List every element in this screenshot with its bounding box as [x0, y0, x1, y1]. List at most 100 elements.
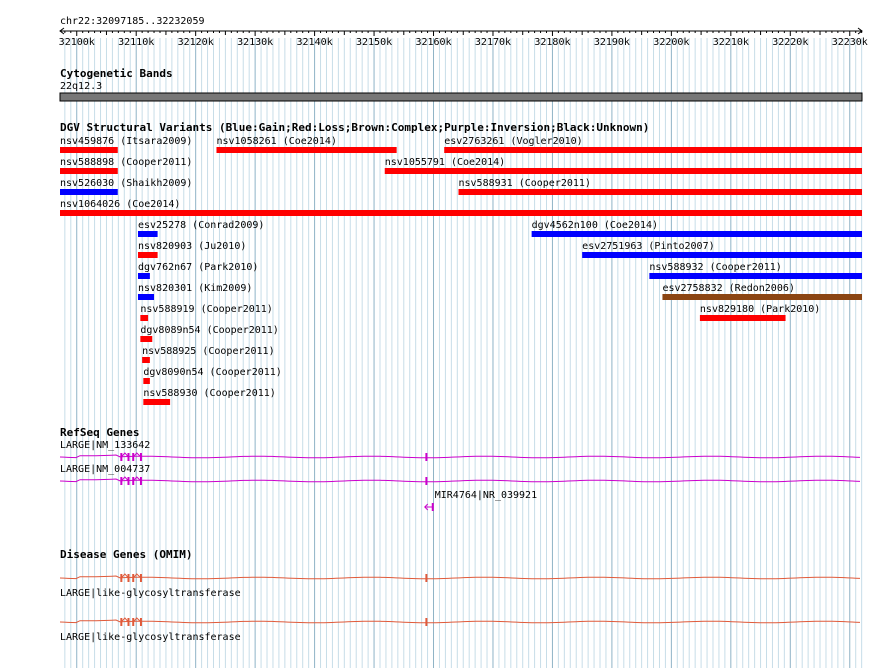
dgv-track-title: DGV Structural Variants (Blue:Gain;Red:L…: [60, 121, 649, 134]
dgv-variant-bar: [137, 294, 155, 300]
dgv-variant[interactable]: dgv8089n54 (Cooper2011): [140, 325, 279, 342]
omim-gene-exon: [120, 618, 123, 626]
dgv-variant-label: nsv820301 (Kim2009): [138, 283, 252, 294]
dgv-variant-label: dgv4562n100 (Coe2014): [532, 220, 658, 231]
dgv-variant-bar: [140, 336, 153, 342]
omim-gene-intron: [59, 575, 861, 580]
omim-gene-exon: [132, 618, 135, 626]
position-ruler: chr22:32097185..32232059 32100k 32110k 321…: [59, 16, 868, 48]
refseq-gene-label: LARGE|NM_004737: [60, 464, 150, 475]
refseq-track-title: RefSeq Genes: [60, 426, 139, 439]
refseq-track: RefSeq Genes LARGE|NM_133642 LARGE|NM_004…: [59, 426, 861, 511]
dgv-variant[interactable]: nsv588930 (Cooper2011): [143, 388, 276, 405]
dgv-variant-label: dgv8089n54 (Cooper2011): [140, 325, 278, 336]
omim-gene-label: LARGE|like-glycosyltransferase: [60, 632, 241, 643]
cytoband-bar[interactable]: [59, 92, 863, 102]
dgv-variant[interactable]: dgv4562n100 (Coe2014): [531, 220, 862, 237]
omim-gene-hat: [132, 617, 142, 623]
refseq-gene-hat: [132, 476, 142, 482]
omim-gene[interactable]: LARGE|like-glycosyltransferase: [59, 573, 861, 599]
dgv-variant-label: nsv588931 (Cooper2011): [458, 178, 590, 189]
dgv-variant-label: dgv8090n54 (Cooper2011): [143, 367, 281, 378]
dgv-variant-bar: [699, 315, 786, 321]
dgv-variant[interactable]: dgv8090n54 (Cooper2011): [143, 367, 282, 384]
dgv-variant[interactable]: nsv459876 (Itsara2009): [60, 136, 192, 153]
dgv-variant-label: esv2751963 (Pinto2007): [582, 241, 714, 252]
dgv-variant[interactable]: nsv588925 (Cooper2011): [142, 346, 275, 363]
refseq-gene[interactable]: MIR4764|NR_039921: [424, 490, 537, 511]
refseq-gene-exon: [139, 477, 142, 485]
dgv-variant-label: nsv526030 (Shaikh2009): [60, 178, 192, 189]
dgv-variant-bar: [444, 147, 862, 153]
dgv-variant-label: esv25278 (Conrad2009): [138, 220, 264, 231]
omim-gene-intron: [59, 619, 861, 624]
cytoband-track-title: Cytogenetic Bands: [60, 67, 173, 80]
refseq-gene-intron: [59, 478, 861, 483]
ruler-tick-label: 32190k: [594, 37, 630, 48]
ruler-tick-label: 32170k: [475, 37, 511, 48]
omim-gene-exon: [139, 574, 142, 582]
dgv-variant-bar: [137, 231, 158, 237]
refseq-gene-exon: [139, 453, 142, 461]
ruler-tick-label: 32200k: [653, 37, 689, 48]
refseq-gene-exon: [425, 453, 428, 461]
refseq-gene-exon: [120, 453, 123, 461]
refseq-gene[interactable]: LARGE|NM_004737: [59, 464, 861, 485]
refseq-gene-hat: [120, 452, 129, 458]
dgv-variant-label: nsv1064026 (Coe2014): [60, 199, 180, 210]
dgv-variant-label: nsv1055791 (Coe2014): [385, 157, 505, 168]
cytoband-track: Cytogenetic Bands 22q12.3: [59, 67, 863, 102]
refseq-gene-intron: [59, 454, 861, 459]
cytoband-name: 22q12.3: [60, 81, 102, 92]
omim-gene-exon: [120, 574, 123, 582]
dgv-variant[interactable]: nsv820301 (Kim2009): [137, 283, 252, 300]
refseq-gene-exon: [127, 453, 130, 461]
ruler-tick-label: 32210k: [713, 37, 749, 48]
dgv-variant[interactable]: nsv588919 (Cooper2011): [140, 304, 273, 321]
dgv-variant[interactable]: nsv829180 (Park2010): [699, 304, 820, 321]
ruler-tick-label: 32130k: [237, 37, 273, 48]
refseq-gene-exon: [132, 453, 135, 461]
dgv-variant[interactable]: nsv588898 (Cooper2011): [60, 157, 192, 174]
omim-gene-label: LARGE|like-glycosyltransferase: [60, 588, 241, 599]
dgv-variant-bar: [531, 231, 862, 237]
dgv-variant-bar: [143, 399, 171, 405]
dgv-variant-label: esv2763261 (Vogler2010): [444, 136, 582, 147]
dgv-variant[interactable]: nsv1058261 (Coe2014): [216, 136, 397, 153]
dgv-variant[interactable]: esv25278 (Conrad2009): [137, 220, 264, 237]
dgv-variant[interactable]: nsv588932 (Cooper2011): [649, 262, 862, 279]
omim-gene[interactable]: LARGE|like-glycosyltransferase: [59, 617, 861, 643]
refseq-gene-label: LARGE|NM_133642: [60, 440, 150, 451]
dgv-variant[interactable]: nsv1055791 (Coe2014): [384, 157, 862, 174]
omim-track: Disease Genes (OMIM) LARGE|like-glycosyl…: [59, 548, 861, 643]
dgv-variant[interactable]: nsv1064026 (Coe2014): [60, 199, 862, 216]
dgv-variant[interactable]: nsv526030 (Shaikh2009): [60, 178, 192, 195]
dgv-variant-bar: [384, 168, 862, 174]
ruler-tick-label: 32100k: [59, 37, 95, 48]
dgv-variant-bar: [60, 147, 118, 153]
dgv-variant-bar: [140, 315, 149, 321]
dgv-variant[interactable]: esv2758832 (Redon2006): [662, 283, 862, 300]
refseq-gene[interactable]: LARGE|NM_133642: [59, 440, 861, 461]
dgv-variant[interactable]: nsv820903 (Ju2010): [137, 241, 246, 258]
dgv-variant[interactable]: esv2751963 (Pinto2007): [582, 241, 862, 258]
omim-gene-exon: [127, 618, 130, 626]
omim-gene-exon: [425, 618, 428, 626]
dgv-variant[interactable]: nsv588931 (Cooper2011): [458, 178, 862, 195]
dgv-variant-bar: [649, 273, 862, 279]
ruler-tick-label: 32180k: [534, 37, 570, 48]
omim-gene-hat: [120, 573, 129, 579]
dgv-variant-label: nsv459876 (Itsara2009): [60, 136, 192, 147]
dgv-variant-label: nsv1058261 (Coe2014): [216, 136, 336, 147]
dgv-variant-bar: [662, 294, 862, 300]
dgv-variant-label: nsv588932 (Cooper2011): [649, 262, 781, 273]
dgv-variant-label: nsv588930 (Cooper2011): [143, 388, 275, 399]
ruler-tick-label: 32150k: [356, 37, 392, 48]
refseq-gene-exon: [425, 477, 428, 485]
omim-gene-exon: [127, 574, 130, 582]
omim-gene-exon: [425, 574, 428, 582]
dgv-variant[interactable]: esv2763261 (Vogler2010): [444, 136, 862, 153]
dgv-variant-bar: [142, 357, 150, 363]
refseq-gene-hat: [132, 452, 142, 458]
dgv-variant[interactable]: dgv762n67 (Park2010): [137, 262, 258, 279]
